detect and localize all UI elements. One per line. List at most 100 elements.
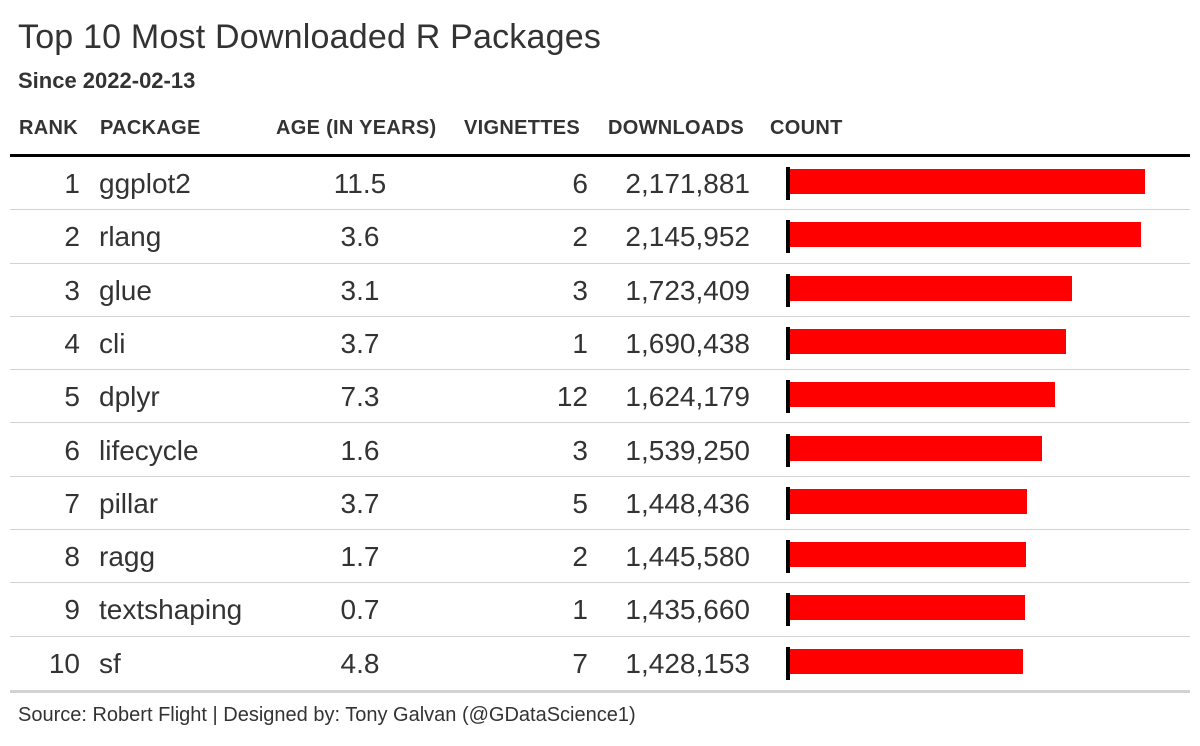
count-bar-cell	[786, 370, 1186, 423]
row-divider	[10, 529, 1190, 531]
package-cell: rlang	[99, 221, 162, 253]
row-divider	[10, 635, 1190, 637]
row-divider	[10, 262, 1190, 264]
age-cell: 3.6	[340, 221, 380, 253]
rank-cell: 5	[64, 381, 80, 413]
age-cell: 3.7	[340, 327, 380, 359]
count-bar-cell	[786, 157, 1186, 210]
vignettes-cell: 12	[556, 381, 588, 413]
vignettes-cell: 2	[572, 221, 588, 253]
bar-baseline	[786, 433, 790, 467]
rank-cell: 3	[64, 274, 80, 306]
row-divider	[10, 422, 1190, 424]
count-bar	[790, 169, 1145, 194]
rank-cell: 9	[64, 594, 80, 626]
rank-cell: 6	[64, 434, 80, 466]
row-divider	[10, 582, 1190, 584]
vignettes-cell: 6	[572, 168, 588, 199]
count-bar-cell	[786, 210, 1186, 263]
age-cell: 3.1	[340, 274, 380, 306]
count-bar-cell	[786, 424, 1186, 477]
downloads-cell: 2,171,881	[625, 168, 750, 199]
vignettes-cell: 1	[572, 327, 588, 359]
table-row: 10 sf 4.8 7 1,428,153	[0, 637, 1200, 690]
table-row: 4 cli 3.7 1 1,690,438	[0, 317, 1200, 371]
bar-baseline	[786, 326, 790, 360]
table-row: 6 lifecycle 1.6 3 1,539,250	[0, 424, 1200, 477]
count-bar	[790, 648, 1024, 674]
age-cell: 11.5	[333, 168, 387, 199]
chart-subtitle: Since 2022-02-13	[18, 68, 196, 93]
rank-cell: 10	[48, 647, 80, 679]
table-bottom-rule	[10, 690, 1190, 693]
package-cell: sf	[99, 647, 121, 679]
downloads-cell: 1,435,660	[625, 594, 750, 626]
table-row: 9 textshaping 0.7 1 1,435,660	[0, 583, 1200, 637]
package-cell: glue	[99, 274, 152, 306]
count-bar	[790, 488, 1027, 514]
count-bar	[790, 542, 1027, 568]
table-row: 7 pillar 3.7 5 1,448,436	[0, 477, 1200, 531]
count-bar-cell	[786, 530, 1186, 583]
count-bar-cell	[786, 637, 1186, 690]
age-cell: 3.7	[340, 487, 380, 519]
column-header-count: COUNT	[770, 117, 843, 139]
table-row: 3 glue 3.1 3 1,723,409	[0, 264, 1200, 317]
count-bar-cell	[786, 264, 1186, 317]
count-bar	[790, 328, 1067, 354]
source-note: Source: Robert Flight | Designed by: Ton…	[18, 704, 636, 726]
vignettes-cell: 5	[572, 487, 588, 519]
downloads-cell: 1,690,438	[625, 327, 750, 359]
table-row: 8 ragg 1.7 2 1,445,580	[0, 530, 1200, 584]
vignettes-cell: 3	[572, 434, 588, 466]
rank-cell: 1	[64, 168, 80, 199]
column-header-downloads: DOWNLOADS	[608, 117, 745, 139]
bar-baseline	[786, 540, 790, 574]
package-cell: ggplot2	[99, 168, 191, 199]
column-header-package: PACKAGE	[100, 117, 201, 139]
rank-cell: 2	[64, 221, 80, 253]
table-row: 2 rlang 3.6 2 2,145,952	[0, 210, 1200, 264]
count-bar	[790, 275, 1072, 301]
downloads-cell: 2,145,952	[625, 221, 750, 253]
bar-baseline	[786, 167, 790, 200]
downloads-cell: 1,723,409	[625, 274, 750, 306]
chart-title: Top 10 Most Downloaded R Packages	[18, 18, 602, 56]
count-bar	[790, 382, 1056, 408]
column-header-age: AGE (IN YEARS)	[276, 117, 437, 139]
bar-baseline	[786, 646, 790, 680]
column-header-rank: RANK	[19, 117, 78, 139]
row-divider	[10, 369, 1190, 371]
package-cell: lifecycle	[99, 434, 199, 466]
bar-baseline	[786, 380, 790, 414]
package-cell: pillar	[99, 487, 159, 519]
count-bar-cell	[786, 583, 1186, 636]
rank-cell: 7	[64, 487, 80, 519]
vignettes-cell: 7	[572, 647, 588, 679]
vignettes-cell: 1	[572, 594, 588, 626]
bar-baseline	[786, 273, 790, 307]
bar-baseline	[786, 220, 790, 254]
downloads-cell: 1,539,250	[625, 434, 750, 466]
package-cell: textshaping	[99, 594, 243, 626]
bar-baseline	[786, 593, 790, 627]
age-cell: 4.8	[340, 647, 380, 679]
age-cell: 7.3	[340, 381, 380, 413]
count-bar	[790, 435, 1042, 461]
row-divider	[10, 475, 1190, 477]
downloads-cell: 1,445,580	[625, 541, 750, 573]
row-divider	[10, 315, 1190, 317]
package-cell: ragg	[99, 541, 156, 573]
package-cell: dplyr	[99, 381, 160, 413]
package-cell: cli	[99, 327, 126, 359]
row-divider	[10, 209, 1190, 211]
bar-baseline	[786, 486, 790, 520]
header-rule	[10, 154, 1190, 157]
count-bar	[790, 595, 1025, 621]
count-bar	[790, 222, 1141, 248]
table-row: 5 dplyr 7.3 12 1,624,179	[0, 370, 1200, 424]
downloads-cell: 1,448,436	[625, 487, 750, 519]
vignettes-cell: 3	[572, 274, 588, 306]
table-row: 1 ggplot2 11.5 6 2,171,881	[0, 157, 1200, 211]
age-cell: 1.7	[340, 541, 380, 573]
